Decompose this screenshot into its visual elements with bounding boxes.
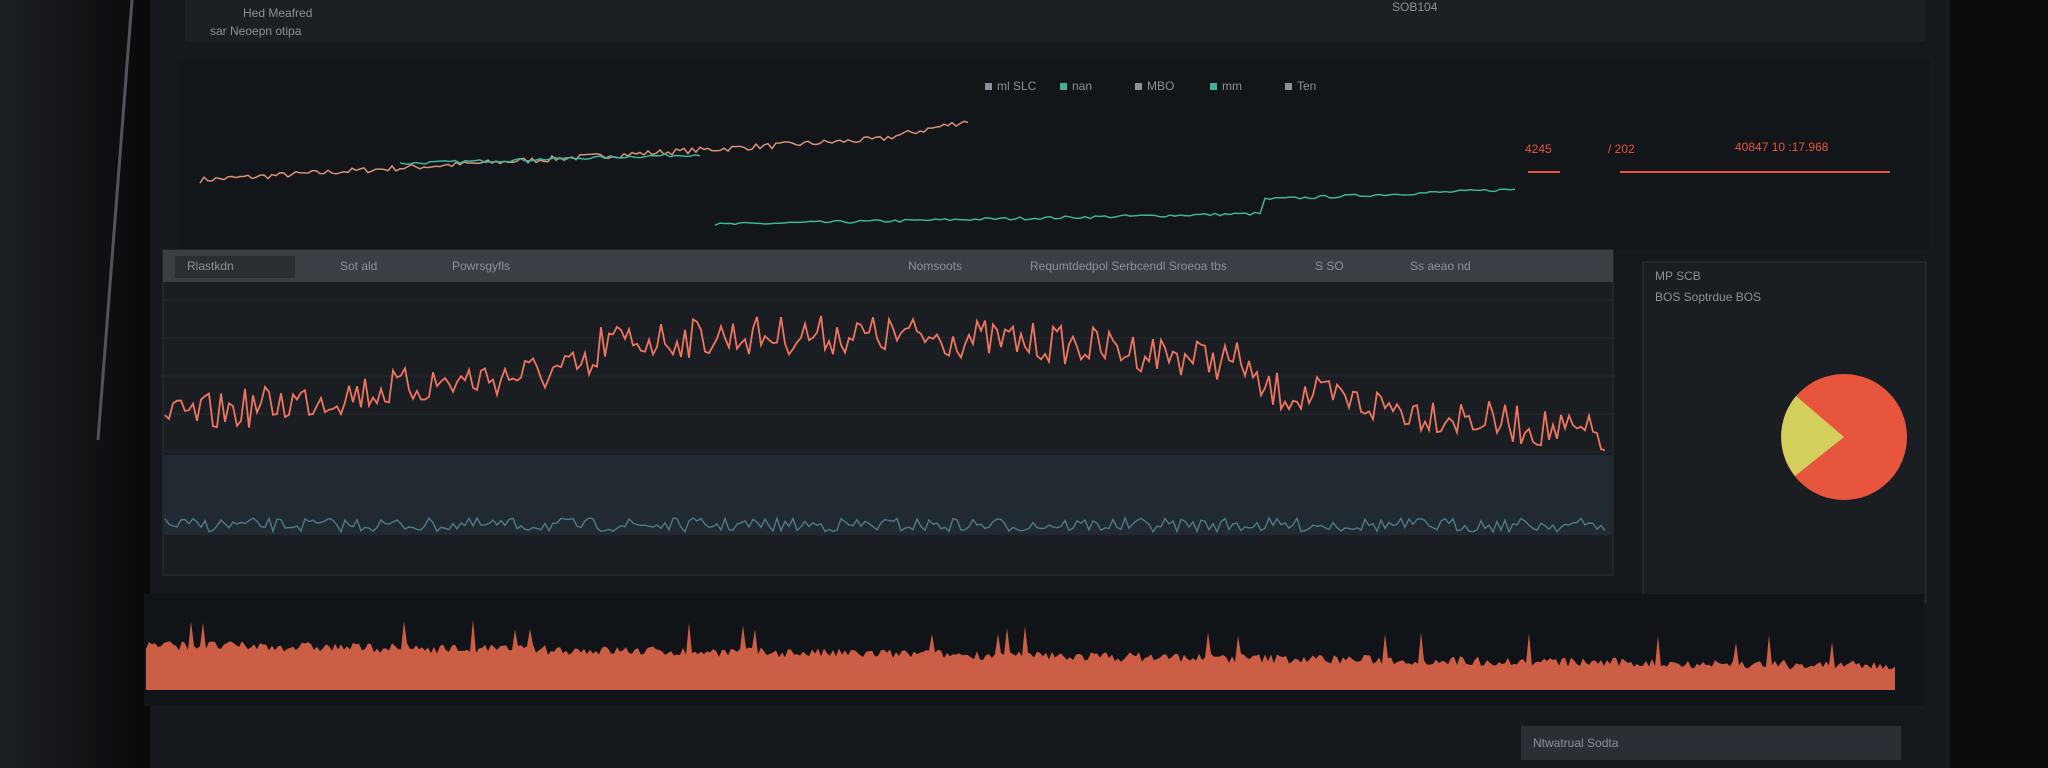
label: Nomsoots: [908, 259, 962, 273]
legend-swatch: [1135, 83, 1142, 90]
control[interactable]: Ss aeao nd: [1410, 259, 1471, 273]
legend-label: MBO: [1147, 79, 1174, 93]
signal-line: [164, 515, 1606, 534]
legend-swatch: [985, 83, 992, 90]
top-panel: [180, 60, 1930, 250]
side-title: MP SCB: [1655, 269, 1701, 283]
main-toolbar: [163, 250, 1613, 282]
metric: 40847 10 :17.968: [1735, 140, 1829, 154]
status: SOB104: [1392, 0, 1438, 14]
label: Powrsgyfls: [452, 259, 510, 273]
app-subtitle: sar Neoepn otipa: [210, 24, 302, 38]
grid: [163, 299, 1613, 453]
panel-title: Requmtdedpol Serbcendl Sroeoa tbs: [1030, 259, 1227, 273]
tab-label: Sot ald: [340, 259, 377, 273]
legend: ml SLC nan MBO mm Ten: [985, 79, 1316, 93]
app-title: Hed Meafred: [243, 6, 312, 20]
signal-line: [164, 315, 1606, 452]
legend-label: mm: [1222, 79, 1242, 93]
metric: / 202: [1608, 142, 1635, 156]
trend-line: [714, 188, 1516, 226]
trend-line: [199, 120, 969, 184]
footer-button[interactable]: Ntwatrual Sodta: [1533, 736, 1619, 750]
header-bar: [185, 0, 1925, 42]
tab-label: Rlastkdn: [187, 259, 234, 273]
edge-highlight: [96, 0, 134, 441]
trend-line: [399, 153, 701, 165]
legend-swatch: [1060, 83, 1067, 90]
bezel: [0, 0, 150, 768]
tab[interactable]: [175, 256, 295, 278]
sub-band: [163, 455, 1613, 535]
legend-label: ml SLC: [997, 79, 1037, 93]
side-subtitle: BOS Soptrdue BOS: [1655, 290, 1761, 304]
footer-bar: [1521, 726, 1901, 760]
area-strip: [146, 619, 1895, 690]
legend-label: Ten: [1297, 79, 1316, 93]
control[interactable]: S SO: [1315, 259, 1344, 273]
legend-swatch: [1285, 83, 1292, 90]
legend-swatch: [1210, 83, 1217, 90]
legend-label: nan: [1072, 79, 1092, 93]
pie-slice: [1781, 396, 1844, 476]
metric: 4245: [1525, 142, 1552, 156]
